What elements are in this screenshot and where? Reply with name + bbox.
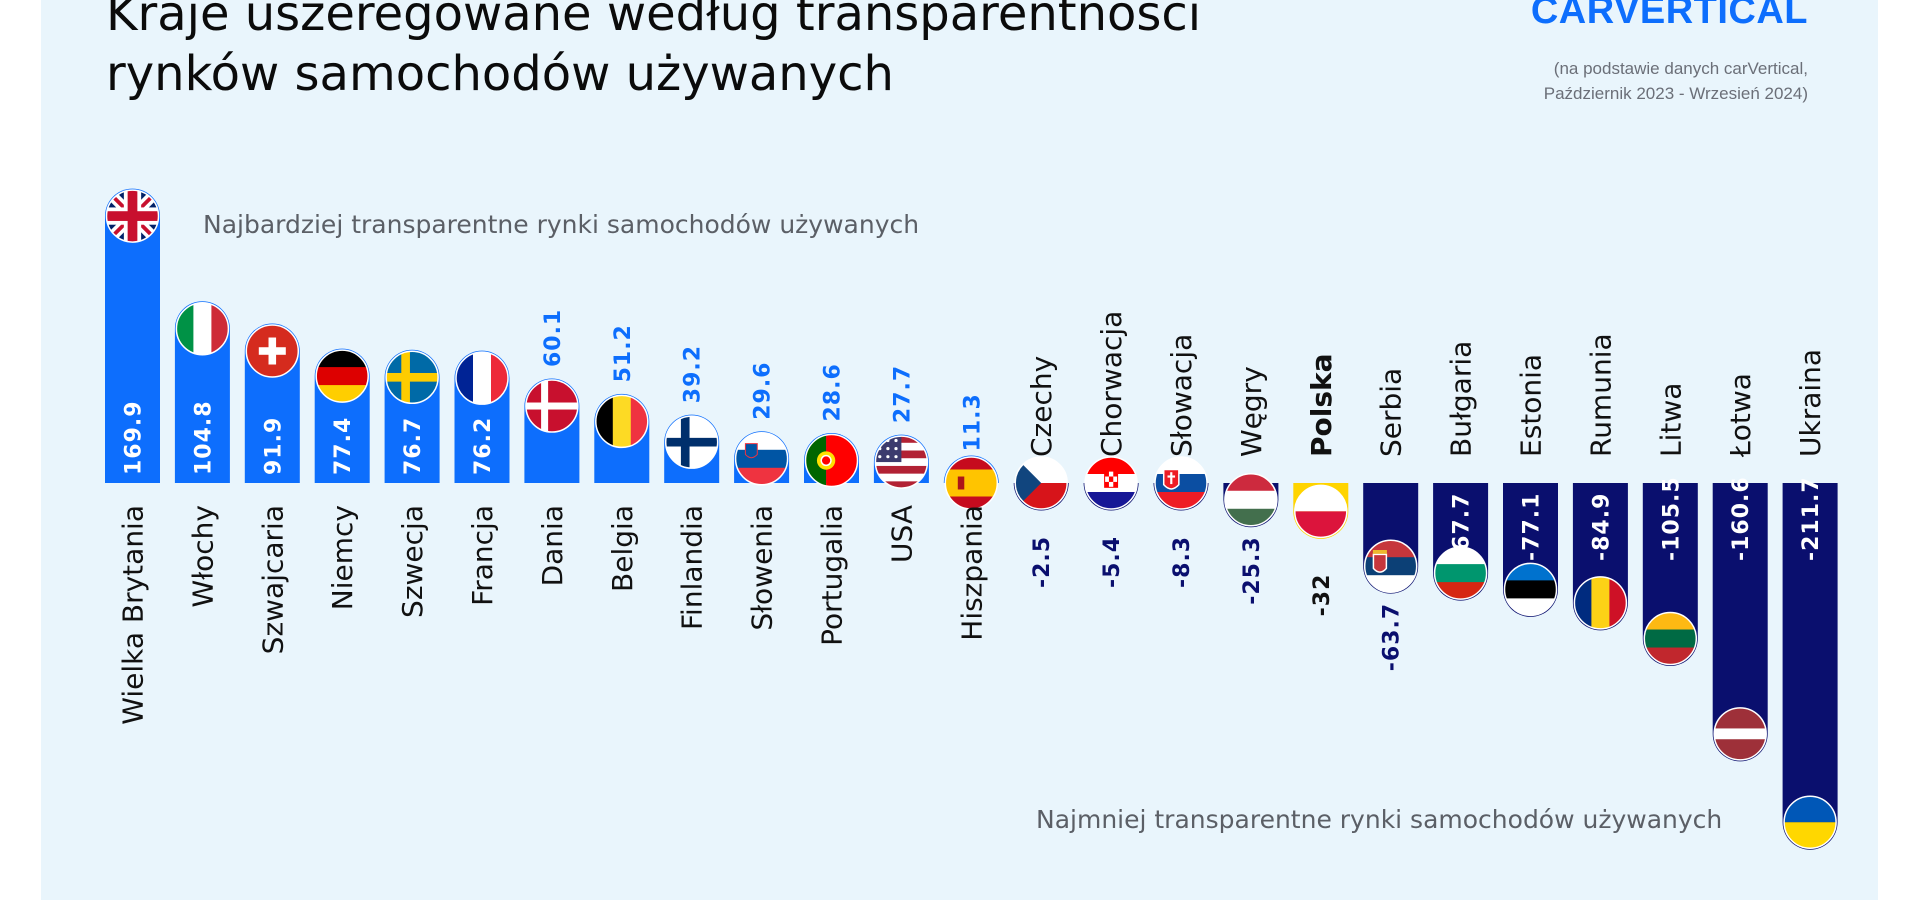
value-label-ukraina: -211.7 [1799,476,1824,561]
flag-ring [1363,539,1418,593]
flag-ring [595,394,649,449]
value-label-usa: 27.7 [890,365,915,423]
value-label-rumunia: -84.9 [1589,493,1614,561]
flag-ring [1224,473,1278,527]
category-label-rumunia: Rumunia [1584,333,1617,457]
value-label-estonia: -77.1 [1520,493,1545,561]
flag-ring [175,301,230,356]
bar-wielka-brytania [105,188,160,483]
category-label-wlochy: Włochy [186,505,219,607]
category-label-lotwa: Łotwa [1724,373,1757,458]
value-label-finlandia: 39.2 [681,345,706,403]
czechia-flag-icon [1015,457,1068,509]
denmark-flag-icon [525,380,578,433]
value-label-bulgaria: -67.7 [1450,493,1475,561]
category-label-belgia: Belgia [606,505,639,592]
bar-lotwa [1712,483,1768,762]
flag-ring [1503,562,1558,617]
top-note: Najbardziej transparentne rynki samochod… [203,210,919,239]
latvia-flag-icon [1714,707,1767,760]
value-label-lotwa: -160.6 [1729,476,1754,561]
value-label-belgia: 51.2 [611,324,636,382]
flag-ring [105,189,160,243]
flag-ring [874,435,929,489]
value-label-hiszpania: 11.3 [960,393,985,451]
bars-group: 169.9 Wielka Brytania 104.8 Włochy 91.9 Szwaj… [105,188,1838,850]
flag-ring [1573,576,1628,630]
flag-ring [944,456,999,510]
category-label-szwecja: Szwecja [396,505,429,618]
value-label-serbia: -63.7 [1380,603,1405,671]
category-label-bulgaria: Bułgaria [1445,341,1478,457]
category-label-chorwacja: Chorwacja [1095,311,1128,457]
value-label-chorwacja: -5.4 [1100,536,1125,588]
value-label-litwa: -105.5 [1659,476,1684,561]
flag-ring [1154,456,1208,510]
source-line-2: Październik 2023 - Wrzesień 2024) [1543,84,1808,103]
sweden-flag-icon [386,351,439,404]
flag-ring [1084,456,1138,510]
serbia-flag-icon [1364,540,1417,593]
flag-ring [804,433,859,488]
category-label-portugalia: Portugalia [816,505,849,646]
value-label-szwecja: 76.7 [401,417,426,475]
switzerland-flag-icon [246,325,299,378]
value-label-francja: 76.2 [471,417,496,475]
category-label-niemcy: Niemcy [326,505,359,610]
category-label-slowenia: Słowenia [746,505,779,631]
value-label-szwajcaria: 91.9 [261,417,286,475]
category-label-slowacja: Słowacja [1165,334,1198,457]
value-label-portugalia: 28.6 [821,363,846,421]
italy-flag-icon [176,302,229,355]
flag-ring [315,349,369,403]
chart-title: Kraje uszeregowane według transparentnoś… [106,0,1202,102]
flag-ring [1713,707,1767,761]
flag-ring [1014,456,1068,510]
flag-ring [1783,795,1837,849]
category-label-usa: USA [885,505,918,563]
value-label-niemcy: 77.4 [331,417,356,475]
value-label-wlochy: 104.8 [191,400,216,475]
flag-ring [385,350,439,405]
flag-ring [525,379,579,433]
flag-ring [1643,611,1698,666]
spain-flag-icon [945,457,998,509]
category-label-polska: Polska [1305,353,1338,457]
category-label-wegry: Węgry [1235,366,1268,457]
finland-flag-icon [665,416,718,469]
category-label-dania: Dania [536,505,569,586]
value-label-czechy: -2.5 [1030,536,1055,588]
bar-ukraina [1782,483,1838,850]
category-label-finlandia: Finlandia [676,505,709,630]
source-note: (na podstawie danych carVertical, Paździ… [1408,56,1808,106]
category-label-ukraina: Ukraina [1794,349,1827,457]
category-label-serbia: Serbia [1375,368,1408,457]
category-label-wielka-brytania: Wielka Brytania [117,505,150,725]
value-label-slowacja: -8.3 [1170,536,1195,588]
value-label-slowenia: 29.6 [751,362,776,420]
category-label-estonia: Estonia [1515,354,1548,457]
flag-ring [1433,546,1488,600]
bottom-note: Najmniej transparentne rynki samochodów … [1036,805,1722,834]
category-label-hiszpania: Hiszpania [955,505,988,641]
value-label-polska: -32 [1310,574,1335,617]
flag-ring [455,351,509,405]
flag-ring [734,432,789,486]
flag-ring [1294,484,1348,539]
category-label-szwajcaria: Szwajcaria [256,505,289,654]
category-label-francja: Francja [466,505,499,606]
value-label-wielka-brytania: 169.9 [122,400,147,475]
flag-ring [245,324,300,378]
brand-logo: CARVERTICAL [1530,0,1808,32]
source-line-1: (na podstawie danych carVertical, [1553,59,1808,78]
flag-ring [664,415,719,469]
value-label-wegry: -25.3 [1240,536,1265,604]
category-label-czechy: Czechy [1025,356,1058,457]
value-label-dania: 60.1 [541,309,566,367]
category-label-litwa: Litwa [1654,383,1687,457]
